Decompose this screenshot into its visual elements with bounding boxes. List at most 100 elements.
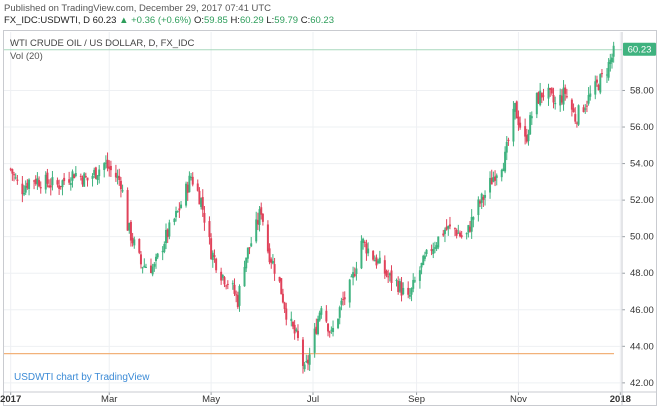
candle-body — [550, 88, 553, 94]
candle-body — [560, 95, 563, 103]
candle-body — [13, 174, 16, 176]
price-change: ▲ +0.36 (+0.6%) — [119, 15, 192, 26]
candle-body — [86, 177, 89, 181]
candle-body — [479, 201, 482, 204]
candle-body — [507, 139, 510, 142]
candle-body — [465, 233, 468, 235]
candle-body — [559, 94, 562, 106]
candle-body — [589, 93, 592, 97]
candle-body — [91, 175, 94, 179]
candle-body — [165, 229, 168, 244]
candle-body — [281, 293, 284, 303]
candle-body — [48, 185, 51, 188]
candle-body — [402, 287, 405, 295]
candle-body — [161, 250, 164, 253]
candle-body — [129, 221, 132, 241]
close-label: C: — [300, 15, 311, 26]
candle-body — [318, 312, 321, 321]
candle-body — [271, 260, 274, 264]
candle-body — [542, 95, 545, 97]
candle-body — [166, 229, 169, 238]
candle-body — [562, 87, 565, 105]
candle-body — [106, 159, 109, 168]
candle-body — [163, 244, 166, 252]
candle-body — [495, 175, 498, 178]
candle-body — [221, 274, 224, 278]
candle-body — [398, 280, 401, 292]
candle-body — [455, 229, 458, 236]
candle-body — [94, 167, 97, 179]
candle-body — [512, 108, 515, 142]
candle-body — [255, 219, 258, 242]
candle-body — [330, 329, 333, 331]
candle-body — [442, 233, 445, 236]
candle-body — [69, 183, 72, 185]
candle-body — [552, 95, 555, 103]
candle-body — [36, 178, 39, 185]
symbol-label: FX_IDC:USDWTI, D — [4, 15, 91, 26]
candle-body — [44, 174, 47, 190]
candle-body — [149, 265, 152, 273]
candle-body — [535, 92, 538, 115]
candle-body — [570, 99, 573, 110]
candle-body — [587, 95, 590, 104]
candle-body — [422, 255, 425, 266]
candle-body — [79, 175, 82, 177]
candle-body — [355, 268, 358, 274]
candle-body — [609, 59, 612, 64]
candle-body — [156, 253, 159, 258]
candle-body — [594, 81, 597, 95]
candle-body — [584, 108, 587, 110]
candle-body — [133, 239, 136, 246]
candle-body — [340, 300, 343, 305]
candle-body — [315, 326, 318, 334]
candle-body — [81, 177, 84, 185]
candle-body — [231, 283, 234, 285]
candle-body — [93, 169, 96, 175]
candle-body — [144, 267, 147, 269]
candle-body — [139, 254, 142, 265]
candle-body — [176, 211, 179, 213]
candle-body — [363, 241, 366, 243]
candle-body — [515, 101, 518, 119]
candle-body — [305, 361, 308, 363]
candle-body — [128, 222, 131, 231]
tradingview-watermark[interactable]: USDWTI chart by TradingView — [14, 372, 150, 383]
candle-body — [599, 74, 602, 93]
candle-body — [338, 307, 341, 318]
candle-body — [168, 222, 171, 237]
candle-body — [337, 318, 340, 329]
candle-body — [418, 270, 421, 281]
y-tick-label: 54.00 — [630, 159, 654, 170]
candle-body — [14, 177, 17, 179]
candle-body — [494, 176, 497, 181]
candle-body — [325, 310, 328, 322]
candle-body — [191, 176, 194, 185]
candle-body — [186, 184, 189, 193]
candle-body — [365, 243, 368, 254]
candle-body — [432, 248, 435, 254]
candle-body — [600, 73, 603, 75]
high-label: H: — [230, 15, 240, 26]
candle-body — [119, 180, 122, 190]
candle-body — [597, 85, 600, 91]
y-tick-label: 48.00 — [630, 268, 654, 279]
candle-body — [208, 221, 211, 238]
candle-body — [173, 218, 176, 223]
candle-body — [203, 212, 206, 223]
candle-body — [517, 116, 520, 126]
candle-body — [270, 259, 273, 263]
y-tick-label: 42.00 — [630, 378, 654, 389]
candle-body — [460, 235, 463, 238]
candle-body — [504, 151, 507, 172]
candle-body — [433, 247, 436, 249]
candle-body — [500, 170, 503, 178]
candle-body — [238, 285, 241, 306]
y-tick-label: 44.00 — [630, 341, 654, 352]
candle-body — [141, 267, 144, 269]
candle-body — [610, 57, 613, 63]
candle-body — [131, 237, 134, 244]
candle-body — [296, 330, 299, 338]
candle-body — [273, 264, 276, 274]
